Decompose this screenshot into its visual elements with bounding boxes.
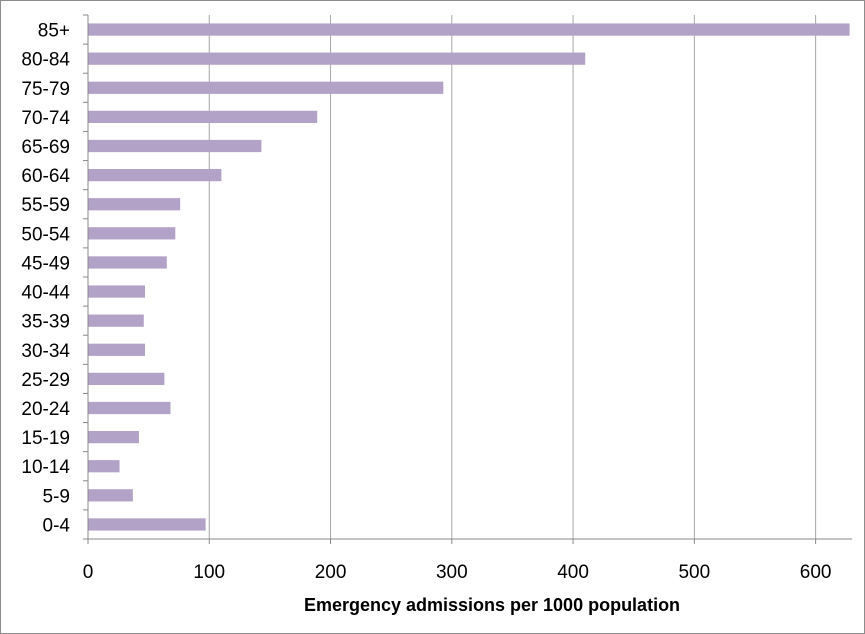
bar — [88, 343, 145, 356]
x-tick-label: 500 — [678, 562, 710, 583]
bar — [88, 372, 165, 386]
y-tick-label: 20-24 — [21, 399, 70, 420]
y-tick-label: 30-34 — [21, 341, 70, 362]
y-tick-label: 80-84 — [21, 50, 70, 71]
bar — [88, 227, 176, 240]
y-tick-label: 40-44 — [21, 283, 70, 304]
y-tick-label: 85+ — [38, 21, 70, 42]
y-tick-label: 50-54 — [21, 224, 70, 245]
y-tick-label: 0-4 — [43, 515, 71, 536]
y-tick-label: 10-14 — [21, 457, 70, 478]
gridlines — [208, 15, 817, 539]
bar — [88, 52, 586, 65]
bar — [88, 285, 145, 298]
bar — [88, 198, 181, 211]
x-tick-label: 100 — [193, 562, 225, 583]
bar — [88, 256, 167, 269]
x-tick-label: 400 — [557, 562, 589, 583]
bar — [88, 139, 262, 153]
bar — [88, 110, 318, 124]
bar — [88, 430, 139, 444]
y-tick-label: 55-59 — [21, 195, 70, 216]
y-tick-label: 45-49 — [21, 253, 70, 274]
x-axis-title: Emergency admissions per 1000 population — [304, 595, 680, 615]
bar — [88, 489, 133, 502]
bar — [88, 81, 444, 94]
y-tick-label: 35-39 — [21, 312, 70, 333]
y-tick-labels: 85+ 80-84 75-79 70-74 65-69 60-64 55-59 50-54 45… — [21, 21, 70, 537]
bar — [88, 518, 206, 531]
y-tick-label: 5-9 — [43, 486, 70, 507]
bar — [88, 460, 120, 473]
x-tick-labels: 0 100 200 300 400 500 600 — [83, 562, 832, 583]
bar — [88, 168, 222, 182]
y-tick-label: 70-74 — [21, 108, 70, 129]
bar — [88, 23, 850, 36]
x-tick-label: 200 — [315, 562, 347, 583]
bars — [88, 23, 850, 531]
x-tick-label: 600 — [800, 562, 832, 583]
x-tick-label: 300 — [436, 562, 468, 583]
bar — [88, 314, 144, 327]
bar — [88, 401, 171, 415]
y-tick-label: 15-19 — [21, 428, 70, 449]
y-tick-label: 60-64 — [21, 166, 70, 187]
axes — [83, 14, 852, 544]
x-tick-label: 0 — [83, 562, 94, 583]
y-tick-label: 25-29 — [21, 370, 70, 391]
y-tick-label: 75-79 — [21, 79, 70, 100]
y-tick-label: 65-69 — [21, 137, 70, 158]
